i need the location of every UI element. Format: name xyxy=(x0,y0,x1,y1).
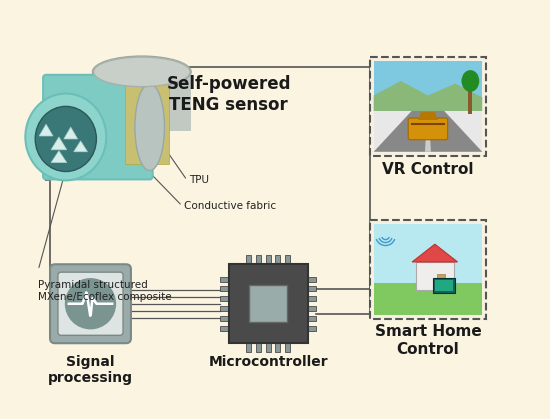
Text: TPU: TPU xyxy=(189,176,209,185)
Bar xyxy=(285,343,290,352)
FancyBboxPatch shape xyxy=(408,118,448,140)
Bar xyxy=(246,256,251,264)
Bar xyxy=(307,316,316,321)
Polygon shape xyxy=(412,244,458,262)
Ellipse shape xyxy=(25,93,106,181)
Bar xyxy=(229,264,307,343)
Ellipse shape xyxy=(92,56,191,88)
Polygon shape xyxy=(51,151,67,163)
Bar xyxy=(220,287,229,291)
Bar xyxy=(373,283,482,315)
Bar xyxy=(307,287,316,291)
Bar xyxy=(285,256,290,264)
Ellipse shape xyxy=(135,84,164,171)
Bar xyxy=(246,343,251,352)
Bar xyxy=(373,224,482,283)
Bar xyxy=(249,285,287,323)
Bar xyxy=(307,306,316,311)
Bar xyxy=(307,326,316,331)
Text: Smart Home
Control: Smart Home Control xyxy=(375,324,481,357)
Bar xyxy=(125,80,169,163)
Bar xyxy=(435,280,453,291)
Ellipse shape xyxy=(35,106,96,171)
Bar xyxy=(92,72,191,131)
Bar xyxy=(437,274,444,290)
Bar xyxy=(266,343,271,352)
Text: Conductive fabric: Conductive fabric xyxy=(184,201,276,211)
Bar xyxy=(433,278,455,293)
Bar xyxy=(373,61,482,111)
Ellipse shape xyxy=(94,57,190,87)
Bar xyxy=(266,256,271,264)
Text: VR Control: VR Control xyxy=(382,162,474,177)
Circle shape xyxy=(65,278,116,329)
FancyBboxPatch shape xyxy=(50,264,131,343)
Polygon shape xyxy=(373,81,482,111)
Bar xyxy=(469,88,472,114)
Polygon shape xyxy=(51,137,67,150)
Polygon shape xyxy=(74,141,87,152)
Polygon shape xyxy=(425,116,431,152)
Bar xyxy=(220,326,229,331)
Bar xyxy=(276,343,280,352)
FancyBboxPatch shape xyxy=(43,75,153,179)
Text: Signal
processing: Signal processing xyxy=(48,355,133,385)
Polygon shape xyxy=(418,112,438,120)
Bar xyxy=(256,256,261,264)
Polygon shape xyxy=(39,124,53,136)
Text: Pyramidal structured
MXene/Ecoflex composite: Pyramidal structured MXene/Ecoflex compo… xyxy=(38,280,172,302)
Bar xyxy=(307,277,316,282)
Bar xyxy=(220,306,229,311)
Bar xyxy=(307,296,316,301)
FancyBboxPatch shape xyxy=(58,272,123,335)
Bar xyxy=(370,220,486,318)
Bar xyxy=(276,256,280,264)
Bar xyxy=(220,277,229,282)
Ellipse shape xyxy=(461,70,479,92)
Polygon shape xyxy=(373,111,482,152)
Polygon shape xyxy=(64,127,78,139)
Bar xyxy=(256,343,261,352)
Bar xyxy=(220,316,229,321)
Bar xyxy=(370,57,486,156)
Text: Microcontroller: Microcontroller xyxy=(208,355,328,369)
Text: Self-powered
TENG sensor: Self-powered TENG sensor xyxy=(166,75,291,114)
Bar xyxy=(220,296,229,301)
Bar xyxy=(373,61,482,152)
Bar xyxy=(416,262,454,290)
